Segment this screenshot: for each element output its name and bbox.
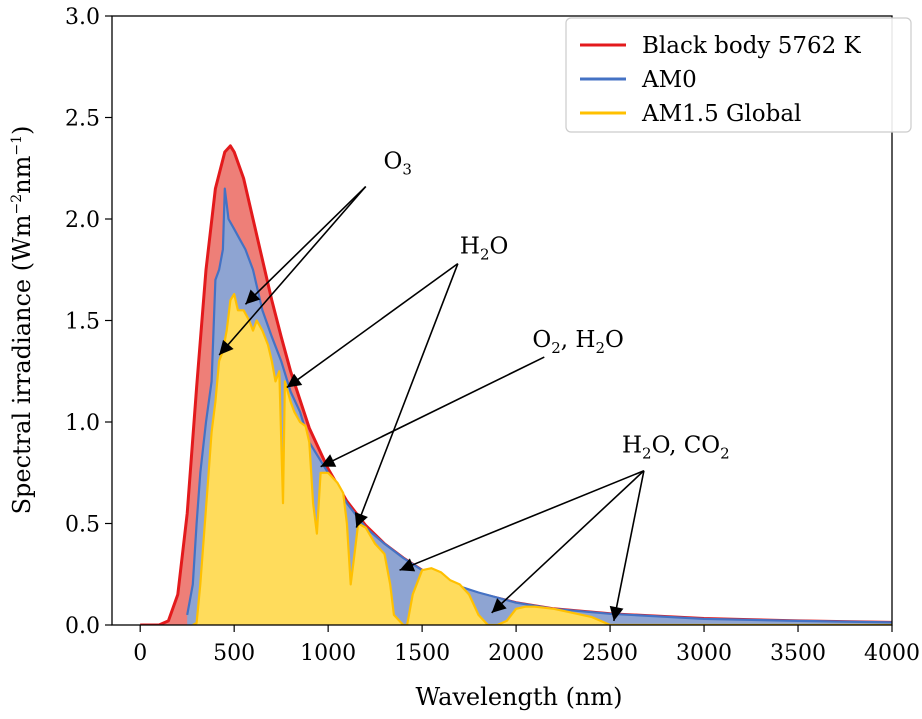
- x-axis-title: Wavelength (nm): [415, 683, 622, 711]
- annotation-arrow-o3: [218, 185, 367, 356]
- plot-area: [140, 144, 892, 625]
- x-tick-label: 4000: [864, 641, 920, 666]
- annotation-label-o2h2o: O2, H2O: [532, 327, 624, 357]
- y-axis-title: Spectral irradiance (Wm−2nm−1): [8, 126, 36, 515]
- x-tick-label: 0: [133, 641, 147, 666]
- y-axis-title-end: ): [8, 126, 36, 135]
- x-tick-label: 1000: [300, 641, 356, 666]
- axes: 0 500 1000 1500 2000 2500 3000 3500 4000 0.0 0.5 1.…: [65, 5, 920, 666]
- annotation-arrow-h2oco2: [609, 470, 645, 622]
- x-tick-label: 3500: [770, 641, 826, 666]
- legend-label-am1-5-global: AM1.5 Global: [641, 101, 801, 127]
- x-tick-label: 3000: [676, 641, 732, 666]
- x-tick-label: 2000: [488, 641, 544, 666]
- legend-label-am0: AM0: [641, 67, 697, 93]
- annotation-arrow-h2oco2: [399, 469, 645, 572]
- y-tick-label: 1.0: [65, 411, 100, 436]
- y-tick-label: 0.0: [65, 614, 100, 639]
- annotation-arrow-o2h2o: [320, 356, 545, 468]
- y-axis-title-exp1: −2: [9, 194, 25, 215]
- legend: Black body 5762 K AM0 AM1.5 Global: [565, 17, 912, 133]
- annotation-label-h2oco2: H2O, CO2: [622, 432, 730, 462]
- annotation-arrow-h2o: [354, 263, 459, 528]
- x-tick-label: 1500: [394, 641, 450, 666]
- legend-label-black-body-5762-k: Black body 5762 K: [642, 33, 862, 59]
- series-line-am0: [186, 187, 892, 624]
- annotation-arrow-h2oco2: [491, 470, 645, 614]
- legend-box: [565, 17, 912, 133]
- annotation-label-o3: O3: [383, 148, 411, 178]
- annotation-arrow-o3: [244, 185, 367, 305]
- y-tick-label: 0.5: [65, 513, 100, 538]
- x-tick-label: 2500: [582, 641, 638, 666]
- annotation-label-h2o: H2O: [460, 234, 508, 264]
- y-axis-title-mid: nm: [8, 155, 36, 193]
- annotation-arrow-h2o: [286, 263, 459, 389]
- series-area-am1-5-global: [192, 294, 892, 625]
- annotations: O3 H2O O2, H2O H2O, CO2: [218, 148, 730, 622]
- y-tick-label: 2.0: [65, 208, 100, 233]
- y-tick-label: 2.5: [65, 107, 100, 132]
- y-axis-title-exp2: −1: [9, 135, 25, 156]
- y-axis-title-main: Spectral irradiance (Wm: [8, 214, 36, 514]
- x-tick-label: 500: [213, 641, 255, 666]
- y-tick-label: 3.0: [65, 5, 100, 30]
- y-tick-label: 1.5: [65, 310, 100, 335]
- series-line-am1-5-global: [192, 293, 892, 625]
